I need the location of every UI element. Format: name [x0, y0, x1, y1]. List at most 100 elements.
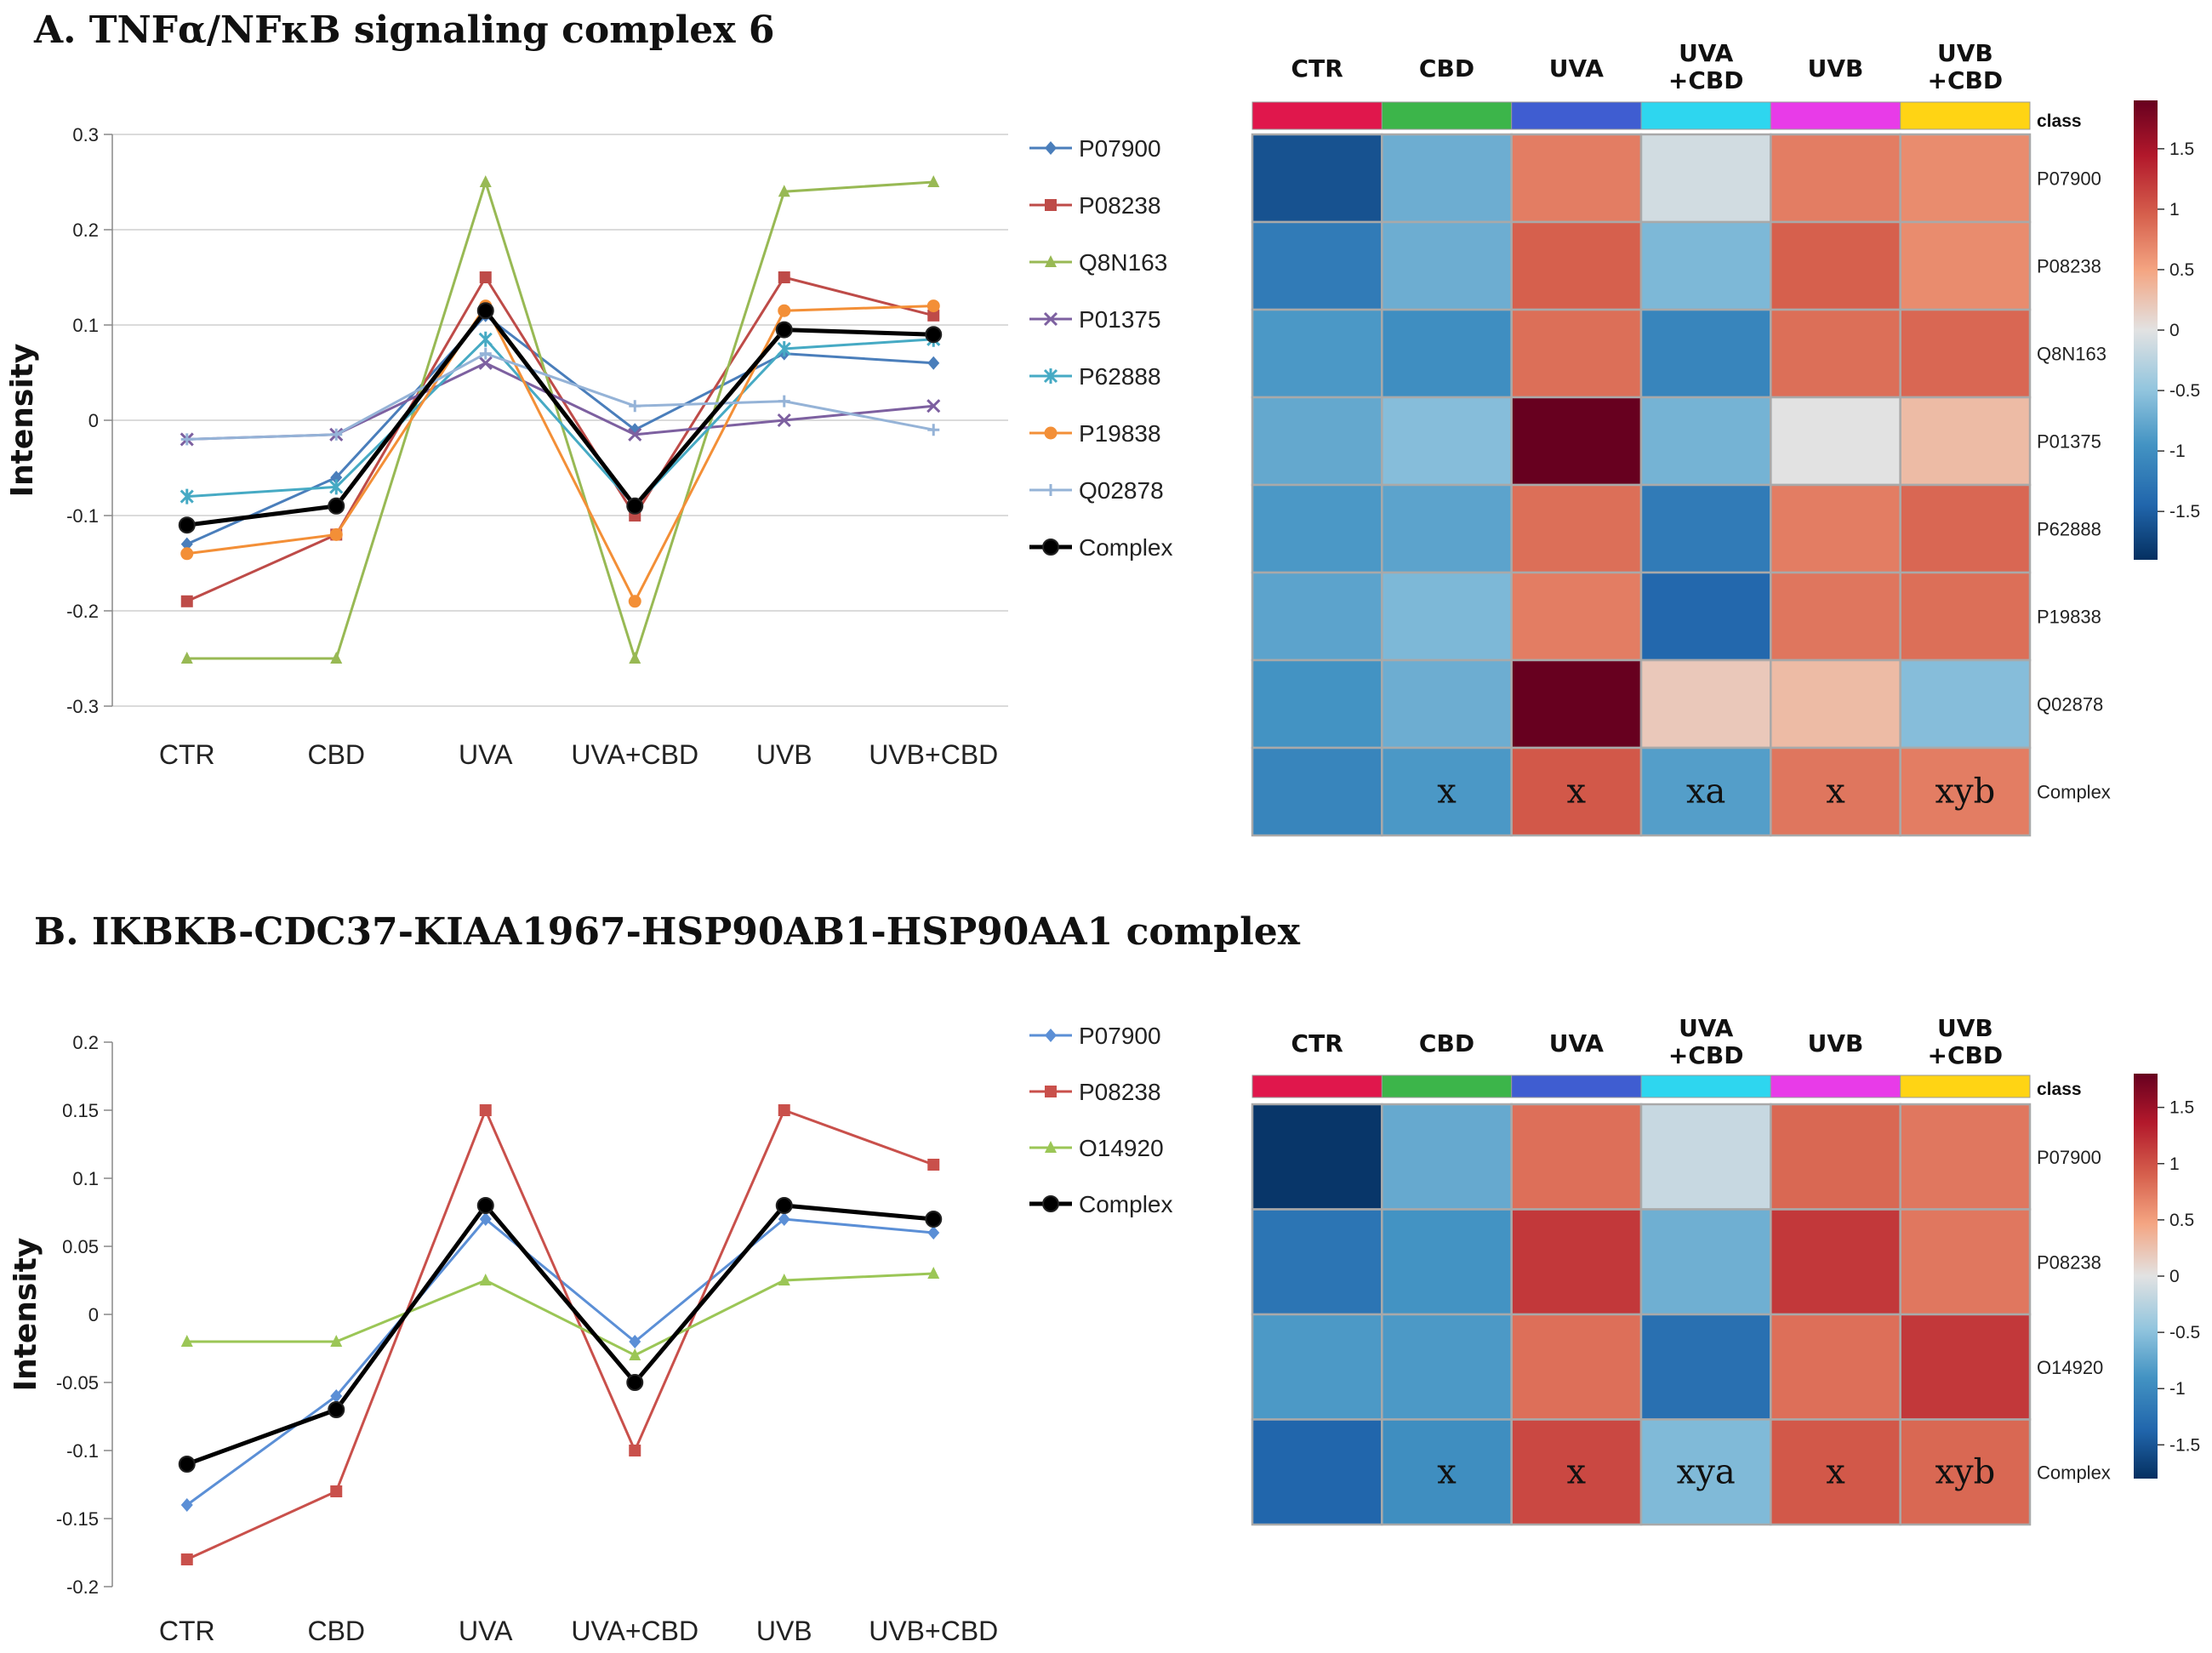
data-point: [180, 1498, 193, 1512]
series-line: [186, 303, 934, 605]
y-tick-label: 0: [88, 410, 99, 431]
class-bar: [1900, 1074, 2031, 1098]
data-point: [925, 326, 943, 344]
heatmap-cell: [1770, 308, 1901, 399]
data-point: [629, 652, 641, 664]
heatmap-cell: [1251, 1103, 1383, 1211]
heatmap-cell: [1770, 396, 1901, 487]
data-point: [178, 516, 196, 534]
data-point: [479, 175, 492, 187]
heatmap-cell: [1639, 133, 1772, 224]
data-point: [479, 1274, 492, 1285]
x-tick-label: UVB: [756, 739, 812, 770]
data-point: [476, 1197, 494, 1214]
y-tick-label: -0.05: [56, 1372, 99, 1394]
x-tick-label: UVB+CBD: [869, 739, 998, 770]
data-point: [628, 427, 642, 442]
heatmap-cell: [1510, 220, 1643, 311]
data-point: [777, 413, 791, 428]
heatmap-cell: [1510, 133, 1643, 224]
legend-marker: [1045, 199, 1057, 211]
column-header: UVB: [1808, 54, 1864, 83]
heatmap-cell: [1770, 658, 1901, 750]
y-tick-label: 0: [88, 1304, 99, 1325]
y-tick-label: 0.15: [62, 1100, 99, 1121]
data-point: [626, 1374, 644, 1391]
row-label: P62888: [2037, 519, 2101, 540]
x-tick-label: UVA+CBD: [571, 739, 698, 770]
x-tick-label: CBD: [307, 739, 365, 770]
data-point: [478, 356, 493, 370]
heatmap-cell: [1381, 571, 1513, 662]
heatmap-cell: [1510, 396, 1643, 487]
heatmap-cell: [1510, 1208, 1643, 1316]
series-line: [186, 1107, 934, 1561]
data-point: [180, 433, 193, 446]
legend-label: P19838: [1079, 420, 1161, 447]
data-point: [926, 299, 940, 313]
data-point: [479, 347, 492, 360]
legend-marker: [1043, 368, 1058, 384]
data-point: [628, 595, 641, 608]
class-bar: [1511, 101, 1642, 130]
series-line: [186, 1272, 934, 1357]
colorbar-tick-label: 1: [2169, 200, 2180, 219]
x-tick-label: UVA: [459, 1616, 513, 1646]
colorbar-tick-label: -0.5: [2169, 381, 2200, 401]
data-point: [926, 399, 941, 413]
data-point: [329, 527, 343, 541]
data-point: [330, 428, 343, 441]
heatmap-cell: [1899, 133, 2032, 224]
heatmap-cell: [1510, 308, 1643, 399]
colorbar-tick-label: -1: [2169, 1379, 2186, 1399]
data-point: [778, 185, 790, 197]
row-label: P07900: [2037, 1147, 2101, 1168]
colorbar: [2134, 100, 2158, 560]
heatmap-cell: [1639, 396, 1772, 487]
heatmap-cell: [1381, 133, 1513, 224]
legend-label: P08238: [1079, 1079, 1161, 1105]
heatmap-cell: [1639, 308, 1772, 399]
data-point: [927, 1159, 940, 1171]
data-point: [629, 1335, 641, 1348]
heatmap-cell: [1251, 658, 1383, 750]
heatmap-cell: [1899, 220, 2032, 311]
data-point: [927, 1267, 940, 1279]
class-bar: [1251, 1074, 1382, 1098]
heatmap-cell: [1510, 483, 1643, 574]
row-label: Q8N163: [2037, 344, 2107, 365]
y-axis-label: Intensity: [9, 1238, 43, 1392]
colorbar-tick-label: -1.5: [2169, 502, 2200, 522]
data-point: [476, 302, 494, 320]
legend-label: Complex: [1079, 1191, 1172, 1217]
column-header-line2: +CBD: [1668, 66, 1744, 94]
heatmap-cell: [1770, 133, 1901, 224]
data-point: [626, 497, 644, 515]
data-point: [775, 321, 793, 339]
colorbar-tick-label: 0.5: [2169, 1211, 2194, 1230]
y-tick-label: 0.1: [72, 315, 99, 336]
data-point: [178, 1456, 196, 1473]
data-point: [479, 271, 492, 283]
heatmap-cell: [1639, 1208, 1772, 1316]
heatmap-cell: [1251, 396, 1383, 487]
data-point: [927, 175, 940, 187]
series-line: [186, 275, 934, 603]
cell-annotation: x: [1567, 1452, 1587, 1491]
legend-marker: [1045, 141, 1057, 155]
y-tick-label: -0.15: [56, 1508, 99, 1530]
cell-annotation: xa: [1686, 772, 1725, 812]
heatmap-cell: [1251, 308, 1383, 399]
heatmap-cell: [1510, 1103, 1643, 1211]
data-point: [925, 1211, 943, 1228]
data-point: [478, 331, 493, 347]
x-tick-label: CTR: [159, 739, 215, 770]
y-tick-label: 0.3: [72, 124, 99, 145]
data-point: [927, 309, 940, 322]
data-point: [778, 304, 791, 317]
column-header-line2: +CBD: [1928, 66, 2004, 94]
colorbar-tick-label: -1.5: [2169, 1435, 2200, 1455]
heatmap-cell: [1639, 483, 1772, 574]
y-tick-label: 0.2: [72, 1032, 99, 1053]
series-line: [186, 337, 934, 509]
